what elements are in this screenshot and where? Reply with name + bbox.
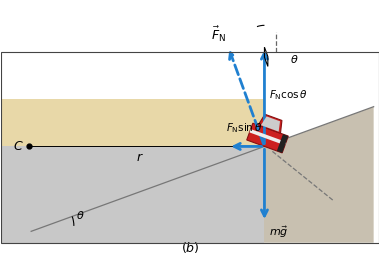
Text: $\theta$: $\theta$ (290, 53, 299, 65)
Polygon shape (2, 12, 378, 99)
Text: $(b)$: $(b)$ (180, 240, 200, 255)
Text: $\vec{F}_{\rm N}$: $\vec{F}_{\rm N}$ (211, 25, 226, 44)
Bar (2, 52, 378, 243)
Polygon shape (2, 146, 264, 243)
Polygon shape (261, 116, 280, 132)
Text: $m\vec{g}$: $m\vec{g}$ (269, 224, 289, 240)
Polygon shape (247, 123, 288, 153)
Text: $F_{\rm N}\sin\theta$: $F_{\rm N}\sin\theta$ (226, 121, 263, 135)
Text: $F_{\rm N}\cos\theta$: $F_{\rm N}\cos\theta$ (269, 88, 309, 102)
Polygon shape (31, 107, 374, 243)
Polygon shape (2, 99, 264, 146)
Text: $r$: $r$ (136, 152, 144, 164)
Text: $\theta$: $\theta$ (76, 209, 84, 221)
Polygon shape (250, 129, 286, 145)
Text: $C$: $C$ (13, 140, 23, 153)
Polygon shape (277, 134, 288, 153)
Polygon shape (264, 12, 378, 146)
Polygon shape (258, 114, 282, 133)
